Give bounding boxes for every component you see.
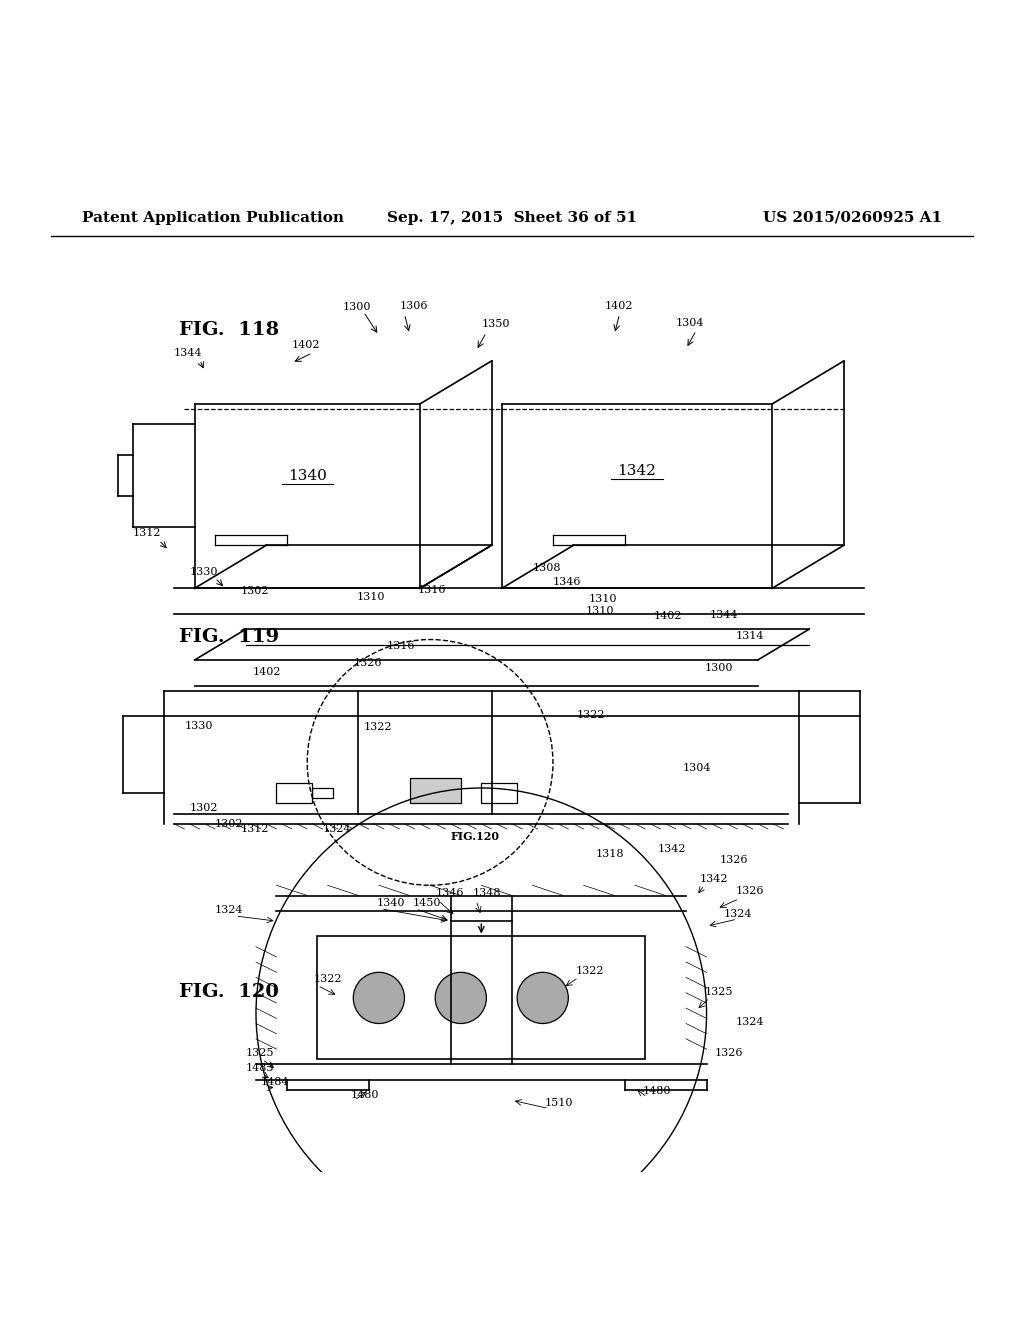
Text: Patent Application Publication: Patent Application Publication [82, 211, 344, 224]
Text: 1483: 1483 [246, 1063, 274, 1073]
Text: 1310: 1310 [356, 591, 385, 602]
Text: 1322: 1322 [575, 966, 604, 977]
Text: 1402: 1402 [253, 668, 282, 677]
Text: 1318: 1318 [596, 849, 625, 858]
Text: 1325: 1325 [705, 987, 733, 997]
Text: 1346: 1346 [435, 888, 464, 899]
Text: 1480: 1480 [350, 1090, 379, 1100]
Circle shape [353, 973, 404, 1023]
Text: 1310: 1310 [586, 606, 614, 616]
Text: 1510: 1510 [545, 1098, 573, 1109]
Text: 1326: 1326 [353, 659, 382, 668]
Text: 1344: 1344 [710, 610, 738, 620]
Text: 1348: 1348 [473, 888, 502, 899]
Text: FIG.120: FIG.120 [451, 830, 500, 842]
Text: 1302: 1302 [189, 804, 218, 813]
Text: 1346: 1346 [553, 577, 582, 587]
Text: 1324: 1324 [724, 909, 753, 919]
Text: 1330: 1330 [184, 721, 213, 730]
Circle shape [517, 973, 568, 1023]
Text: 1304: 1304 [676, 318, 705, 329]
Text: 1324: 1324 [735, 1018, 764, 1027]
Text: 1402: 1402 [653, 611, 682, 620]
Text: 1326: 1326 [735, 887, 764, 896]
Bar [410, 777, 461, 804]
Text: 1344: 1344 [174, 347, 203, 358]
Text: 1308: 1308 [532, 562, 561, 573]
Text: 1342: 1342 [617, 463, 656, 478]
Text: 1312: 1312 [133, 528, 162, 539]
Text: 1306: 1306 [399, 301, 428, 310]
Bar [276, 783, 312, 804]
Text: 1302: 1302 [241, 586, 269, 597]
Bar [481, 783, 517, 804]
Text: 1326: 1326 [720, 854, 749, 865]
Text: 1300: 1300 [343, 302, 372, 312]
Text: 1300: 1300 [705, 663, 733, 673]
Text: 1450: 1450 [413, 898, 441, 908]
Text: 1402: 1402 [292, 339, 321, 350]
Bar [317, 936, 645, 1060]
Text: 1326: 1326 [715, 1048, 743, 1059]
Text: 1402: 1402 [604, 301, 633, 310]
Text: 1316: 1316 [387, 640, 416, 651]
Text: 1304: 1304 [683, 763, 712, 772]
Text: 1314: 1314 [735, 631, 764, 642]
Text: 1480: 1480 [643, 1086, 672, 1096]
Text: 1340: 1340 [288, 469, 327, 483]
Text: 1312: 1312 [241, 824, 269, 834]
Text: FIG.  119: FIG. 119 [179, 628, 280, 647]
Text: 1325: 1325 [246, 1048, 274, 1059]
Text: 1322: 1322 [313, 974, 342, 985]
Circle shape [435, 973, 486, 1023]
Text: Sep. 17, 2015  Sheet 36 of 51: Sep. 17, 2015 Sheet 36 of 51 [387, 211, 637, 224]
Text: 1330: 1330 [189, 566, 218, 577]
Text: US 2015/0260925 A1: US 2015/0260925 A1 [763, 211, 942, 224]
Text: 1302: 1302 [215, 818, 244, 829]
Text: 1310: 1310 [589, 594, 617, 603]
Bar [312, 788, 333, 799]
Text: FIG.  120: FIG. 120 [179, 983, 280, 1001]
Text: 1316: 1316 [418, 585, 446, 595]
Text: 1350: 1350 [481, 319, 510, 329]
Text: 1324: 1324 [323, 824, 351, 834]
Text: 1484: 1484 [261, 1077, 290, 1086]
Text: 1340: 1340 [377, 898, 406, 908]
Text: 1342: 1342 [699, 874, 728, 884]
Text: 1322: 1322 [577, 710, 605, 721]
Text: 1342: 1342 [657, 845, 686, 854]
Text: 1322: 1322 [364, 722, 392, 731]
Text: 1324: 1324 [215, 904, 244, 915]
Text: FIG.  118: FIG. 118 [179, 321, 280, 339]
